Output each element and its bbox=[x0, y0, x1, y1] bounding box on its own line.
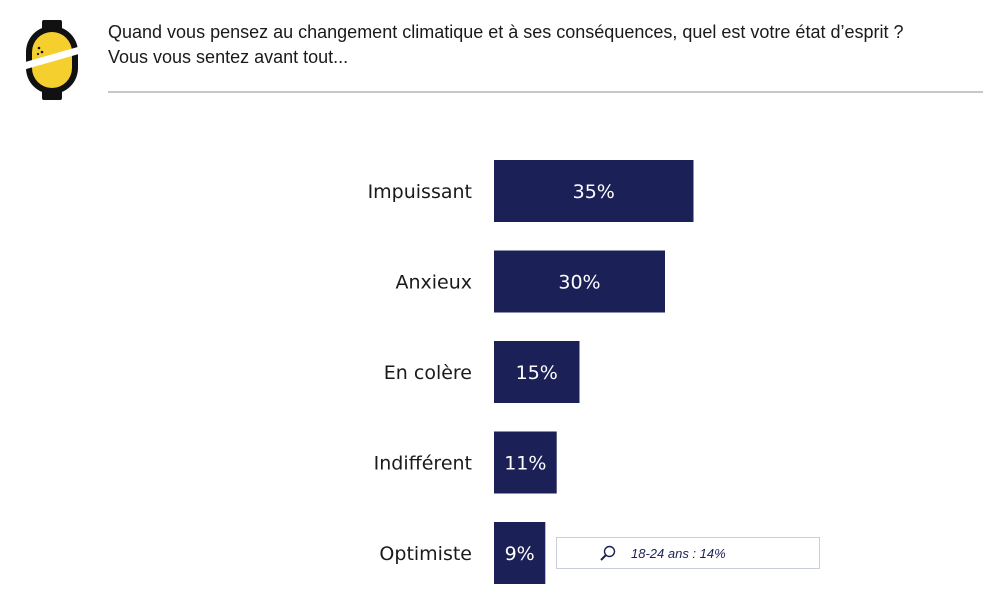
bar-0 bbox=[494, 160, 694, 222]
survey-question: Quand vous pensez au changement climatiq… bbox=[108, 20, 978, 70]
value-label-4: 9% bbox=[505, 543, 535, 565]
bar-3 bbox=[494, 431, 557, 494]
question-line-2: Vous vous sentez avant tout... bbox=[108, 47, 349, 67]
value-label-0: 35% bbox=[573, 181, 615, 203]
value-label-1: 30% bbox=[558, 272, 600, 294]
coin-logo-icon bbox=[22, 20, 82, 100]
bar-4 bbox=[494, 522, 546, 584]
category-label-0: Impuissant bbox=[368, 181, 472, 203]
value-label-3: 11% bbox=[504, 453, 546, 475]
callout-text: 18-24 ans : 14% bbox=[631, 545, 726, 561]
bar-1 bbox=[494, 250, 665, 313]
value-label-2: 15% bbox=[516, 362, 558, 384]
category-label-1: Anxieux bbox=[395, 272, 472, 294]
age-callout-box: 18-24 ans : 14% bbox=[556, 537, 820, 569]
header-divider bbox=[108, 91, 983, 93]
category-label-3: Indifférent bbox=[374, 453, 472, 475]
category-label-4: Optimiste bbox=[379, 543, 472, 565]
magnifier-icon bbox=[600, 545, 616, 561]
question-line-1: Quand vous pensez au changement climatiq… bbox=[108, 22, 904, 42]
bar-2 bbox=[494, 341, 580, 403]
category-label-2: En colère bbox=[384, 362, 472, 384]
